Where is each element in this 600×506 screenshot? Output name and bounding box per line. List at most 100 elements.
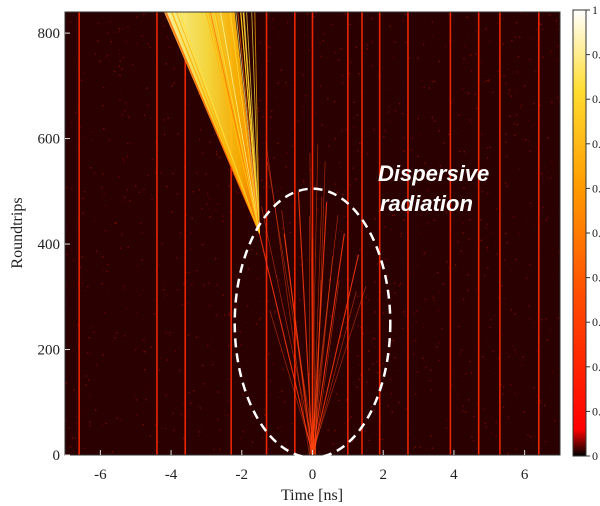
noise-speck — [234, 403, 237, 405]
noise-speck — [103, 192, 105, 194]
noise-speck — [131, 101, 133, 103]
noise-speck — [180, 413, 182, 415]
noise-speck — [70, 121, 72, 124]
noise-speck — [467, 92, 470, 95]
noise-speck — [349, 431, 352, 434]
noise-speck — [219, 448, 221, 450]
noise-speck — [417, 57, 419, 60]
noise-speck — [104, 229, 107, 232]
noise-speck — [315, 112, 317, 115]
noise-speck — [224, 314, 226, 316]
noise-speck — [501, 284, 503, 287]
noise-speck — [109, 20, 111, 23]
noise-speck — [429, 380, 432, 382]
noise-speck — [556, 96, 559, 99]
noise-speck — [439, 164, 441, 167]
colorbar-tick-label: 0. — [592, 92, 600, 106]
noise-speck — [388, 105, 390, 108]
noise-speck — [493, 414, 496, 417]
noise-speck — [379, 291, 382, 293]
noise-speck — [462, 62, 465, 64]
noise-speck — [136, 16, 138, 18]
noise-speck — [286, 318, 288, 321]
noise-speck — [372, 103, 374, 106]
noise-speck — [550, 50, 552, 52]
noise-speck — [518, 336, 521, 338]
noise-speck — [424, 252, 426, 254]
noise-speck — [327, 145, 330, 147]
noise-speck — [514, 448, 517, 450]
noise-speck — [109, 112, 111, 114]
noise-speck — [548, 14, 551, 16]
noise-speck — [107, 434, 110, 437]
noise-speck — [319, 85, 322, 87]
noise-speck — [438, 342, 441, 344]
noise-speck — [386, 191, 388, 193]
noise-speck — [143, 13, 145, 16]
noise-speck — [297, 120, 300, 122]
noise-speck — [270, 110, 273, 112]
noise-speck — [379, 274, 382, 276]
noise-speck — [529, 241, 531, 244]
noise-speck — [396, 79, 398, 81]
noise-speck — [493, 404, 496, 407]
noise-speck — [551, 52, 553, 55]
noise-speck — [167, 273, 169, 276]
noise-speck — [233, 344, 235, 347]
noise-speck — [215, 151, 218, 153]
x-tick-label: -2 — [236, 467, 249, 483]
noise-speck — [400, 232, 403, 235]
noise-speck — [425, 366, 427, 369]
noise-speck — [344, 296, 347, 298]
noise-speck — [486, 79, 488, 82]
noise-speck — [187, 287, 189, 289]
noise-speck — [408, 433, 410, 436]
noise-speck — [497, 297, 500, 299]
noise-speck — [316, 198, 319, 201]
noise-speck — [232, 173, 234, 176]
noise-speck — [149, 352, 151, 354]
noise-speck — [281, 227, 284, 230]
noise-speck — [65, 382, 68, 384]
noise-speck — [167, 294, 169, 296]
noise-speck — [514, 134, 516, 137]
noise-speck — [505, 141, 507, 143]
noise-speck — [368, 439, 371, 442]
noise-speck — [339, 228, 341, 230]
noise-speck — [269, 127, 272, 129]
noise-speck — [191, 217, 193, 220]
noise-speck — [246, 305, 249, 308]
noise-speck — [276, 35, 279, 38]
noise-speck — [528, 119, 530, 122]
noise-speck — [485, 426, 487, 428]
noise-speck — [366, 385, 369, 387]
noise-speck — [171, 84, 173, 87]
noise-speck — [344, 13, 346, 15]
noise-speck — [434, 80, 436, 83]
noise-speck — [529, 150, 532, 152]
noise-speck — [468, 238, 470, 240]
annotation-ellipse — [233, 187, 392, 459]
noise-speck — [529, 264, 531, 267]
noise-speck — [118, 28, 121, 30]
noise-speck — [506, 241, 508, 244]
noise-speck — [359, 16, 361, 19]
noise-speck — [469, 360, 471, 363]
noise-speck — [90, 326, 92, 329]
noise-speck — [179, 235, 182, 238]
noise-speck — [510, 309, 512, 311]
noise-speck — [306, 259, 309, 262]
noise-speck — [261, 196, 263, 198]
noise-speck — [381, 268, 383, 270]
noise-speck — [430, 435, 432, 437]
noise-speck — [316, 12, 318, 15]
noise-speck — [280, 283, 282, 286]
noise-speck — [122, 200, 124, 203]
noise-speck — [144, 270, 146, 272]
noise-speck — [67, 339, 69, 341]
noise-speck — [112, 428, 115, 430]
noise-speck — [403, 219, 405, 221]
noise-speck — [425, 448, 428, 451]
noise-speck — [89, 424, 92, 427]
colorbar-tick-label: 0 — [592, 449, 598, 463]
